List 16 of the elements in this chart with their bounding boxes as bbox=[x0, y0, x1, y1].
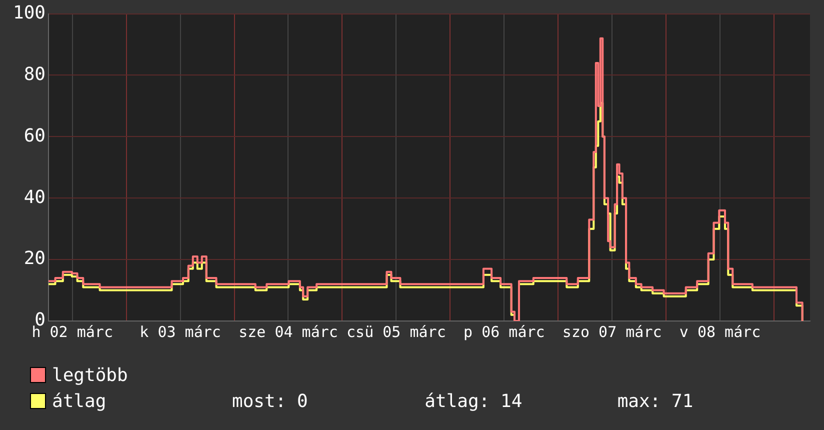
x-tick-label: csü 05 márc bbox=[346, 322, 446, 341]
y-tick-label: 80 bbox=[24, 64, 46, 85]
y-tick-label: 60 bbox=[24, 125, 46, 146]
y-tick-label: 20 bbox=[24, 248, 46, 270]
y-tick-label: 40 bbox=[24, 186, 46, 208]
text: átlag: 14 bbox=[424, 390, 524, 412]
text: max: 71 bbox=[617, 390, 694, 412]
legend-label: átlag bbox=[52, 390, 108, 412]
x-tick-label: v 08 márc bbox=[679, 322, 761, 341]
x-tick-label: k 03 márc bbox=[140, 322, 221, 341]
y-tick-label: 100 bbox=[12, 2, 46, 24]
text: most: 0 bbox=[232, 390, 309, 412]
x-tick-label: szo 07 márc bbox=[562, 322, 662, 341]
legend-label: legtöbb bbox=[52, 364, 129, 386]
x-tick-label: sze 04 márc bbox=[238, 322, 338, 341]
x-tick-label: p 06 márc bbox=[464, 322, 545, 341]
